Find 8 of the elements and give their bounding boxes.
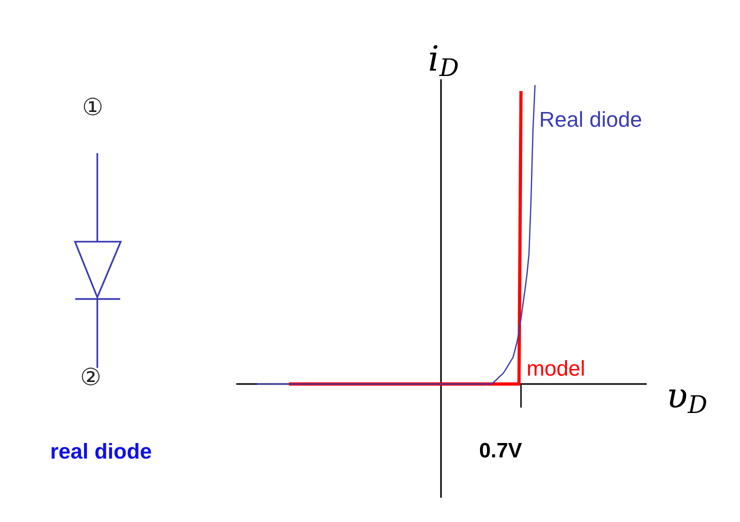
x-axis-title: υ$_{D}$ bbox=[669, 390, 706, 413]
series-label: Real diode bbox=[540, 111, 642, 127]
text: 0.7V bbox=[480, 442, 522, 458]
text: ① bbox=[84, 98, 102, 116]
text: i$_{D}$ bbox=[430, 45, 458, 76]
text: real diode bbox=[52, 442, 152, 459]
series-label: model bbox=[528, 360, 584, 376]
text: ② bbox=[82, 368, 100, 386]
